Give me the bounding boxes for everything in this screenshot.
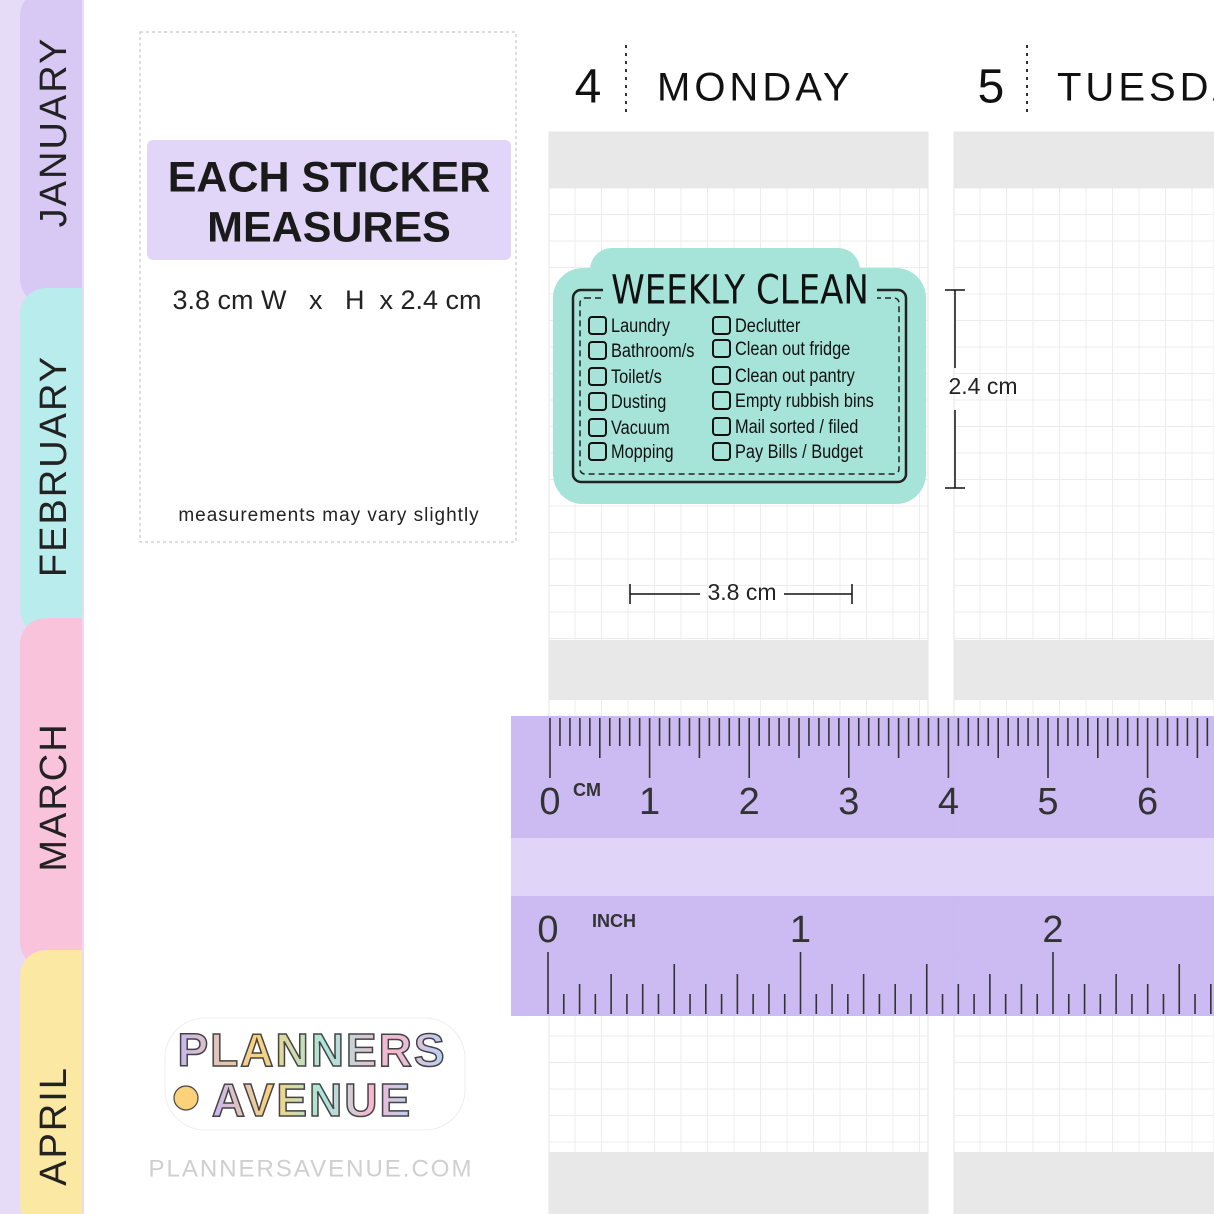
cm-number: 5	[1037, 781, 1058, 823]
month-tab-label: JANUARY	[33, 37, 75, 228]
checkbox	[588, 442, 607, 461]
checklist-item: Toilet/s	[611, 366, 662, 387]
day-name: TUESDAY	[1057, 66, 1214, 110]
month-tab-label: APRIL	[33, 1066, 75, 1186]
gray-band	[954, 1152, 1214, 1214]
inch-number: 0	[537, 909, 558, 951]
checklist-item: Laundry	[611, 315, 670, 336]
cm-number: 4	[938, 781, 959, 823]
gray-band	[954, 132, 1214, 188]
checkbox	[712, 339, 731, 358]
gray-band	[549, 132, 928, 188]
month-tab-label: FEBRUARY	[33, 355, 75, 577]
cm-number: 0	[539, 781, 560, 823]
sticker-title-bg	[603, 272, 877, 308]
month-tab-edge	[50, 618, 82, 968]
logo-backing	[164, 1017, 466, 1131]
sticker-title: WEEKLY CLEAN	[611, 267, 869, 313]
checkbox	[712, 366, 731, 385]
day-number: 4	[575, 61, 602, 114]
checklist-item: Declutter	[735, 315, 800, 336]
checklist-item: Bathroom/s	[611, 340, 695, 361]
inch-unit: INCH	[592, 911, 636, 931]
checklist-item: Vacuum	[611, 417, 670, 438]
gray-band	[549, 1152, 928, 1214]
cm-number: 1	[639, 781, 660, 823]
checklist-item: Dusting	[611, 391, 666, 412]
sticker	[553, 268, 926, 504]
checkbox	[712, 442, 731, 461]
month-tab-edge	[50, 950, 82, 1214]
gray-band	[954, 640, 1214, 700]
checklist-item: Mail sorted / filed	[735, 416, 858, 437]
checkbox	[588, 367, 607, 386]
gray-band	[549, 640, 928, 700]
website: PLANNERSAVENUE.COM	[149, 1155, 474, 1182]
day-number: 5	[978, 61, 1005, 114]
checkbox	[712, 316, 731, 335]
ruler-band	[511, 838, 1214, 896]
logo-text: AVENUE	[212, 1074, 412, 1126]
day-name: MONDAY	[657, 66, 854, 110]
checkbox	[712, 417, 731, 436]
size-card-title: MEASURES	[207, 203, 451, 251]
cm-unit: CM	[573, 780, 601, 800]
size-card-title: EACH STICKER	[168, 153, 491, 201]
logo-text: PLANNERS	[177, 1024, 446, 1076]
inch-number: 2	[1042, 909, 1063, 951]
size-card-dimensions: 3.8 cm W x H x 2.4 cm	[172, 285, 481, 315]
checklist-item: Clean out fridge	[735, 338, 850, 359]
cm-number: 3	[838, 781, 859, 823]
month-tab-label: MARCH	[33, 722, 75, 871]
checklist-item: Empty rubbish bins	[735, 390, 874, 411]
size-card-label-bg	[147, 140, 511, 260]
checklist-item: Mopping	[611, 441, 674, 462]
inch-number: 1	[790, 909, 811, 951]
month-tab-edge	[50, 288, 82, 635]
size-card-note: measurements may vary slightly	[178, 505, 479, 526]
cm-number: 6	[1137, 781, 1158, 823]
width-label: 3.8 cm	[707, 579, 776, 605]
checkbox	[588, 316, 607, 335]
cm-number: 2	[739, 781, 760, 823]
logo-sun	[173, 1085, 199, 1111]
checkbox	[588, 392, 607, 411]
size-card	[139, 31, 517, 543]
checkbox	[588, 341, 607, 360]
height-label: 2.4 cm	[948, 373, 1017, 399]
checklist-item: Pay Bills / Budget	[735, 441, 863, 462]
checkbox	[712, 391, 731, 410]
checkbox	[588, 418, 607, 437]
checklist-item: Clean out pantry	[735, 365, 855, 386]
month-tab-edge	[50, 0, 82, 305]
